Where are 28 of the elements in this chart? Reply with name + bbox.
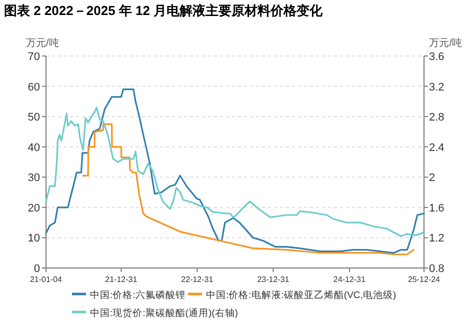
legend-label: 中国:价格:电解液:碳酸亚乙烯酯(VC,电池级) (206, 289, 396, 301)
y2-tick-label: 3.2 (429, 81, 444, 94)
y2-tick-label: 2.8 (429, 112, 444, 124)
y-tick-label: 50 (28, 112, 40, 124)
y2-axis-title: 万元/吨 (429, 37, 462, 49)
y2-tick-label: 2 (429, 172, 436, 184)
y2-tick-label: 2.4 (429, 142, 444, 154)
y2-tick-label: 1.6 (429, 202, 444, 214)
y-tick-label: 0 (34, 263, 40, 275)
y2-tick-label: 0.8 (429, 263, 444, 275)
x-tick-label: 23-12-31 (257, 275, 290, 284)
y-tick-label: 60 (28, 81, 40, 94)
y-tick-label: 20 (28, 202, 40, 214)
x-tick-label: 22-12-31 (181, 275, 214, 284)
x-tick-label: 21-01-04 (30, 275, 63, 284)
y-axis-title: 万元/吨 (26, 37, 59, 49)
y2-tick-label: 3.6 (429, 51, 444, 63)
y-tick-label: 40 (28, 142, 40, 154)
y-tick-label: 70 (28, 51, 40, 63)
x-tick-label: 24-12-31 (333, 275, 366, 284)
x-tick-label: 25-12-24 (408, 275, 441, 284)
chart-title: 图表 2 2022－2025 年 12 月电解液主要原材料价格变化 (4, 3, 324, 18)
legend-label: 中国:现货价:聚碳酸酯(通用)(右轴) (90, 307, 238, 319)
y-tick-label: 30 (28, 172, 40, 184)
y2-tick-label: 1.2 (429, 232, 444, 245)
legend-label: 中国:价格:六氟磷酸锂 (90, 289, 186, 301)
y-tick-label: 10 (28, 232, 40, 245)
x-tick-label: 21-12-31 (105, 275, 138, 284)
